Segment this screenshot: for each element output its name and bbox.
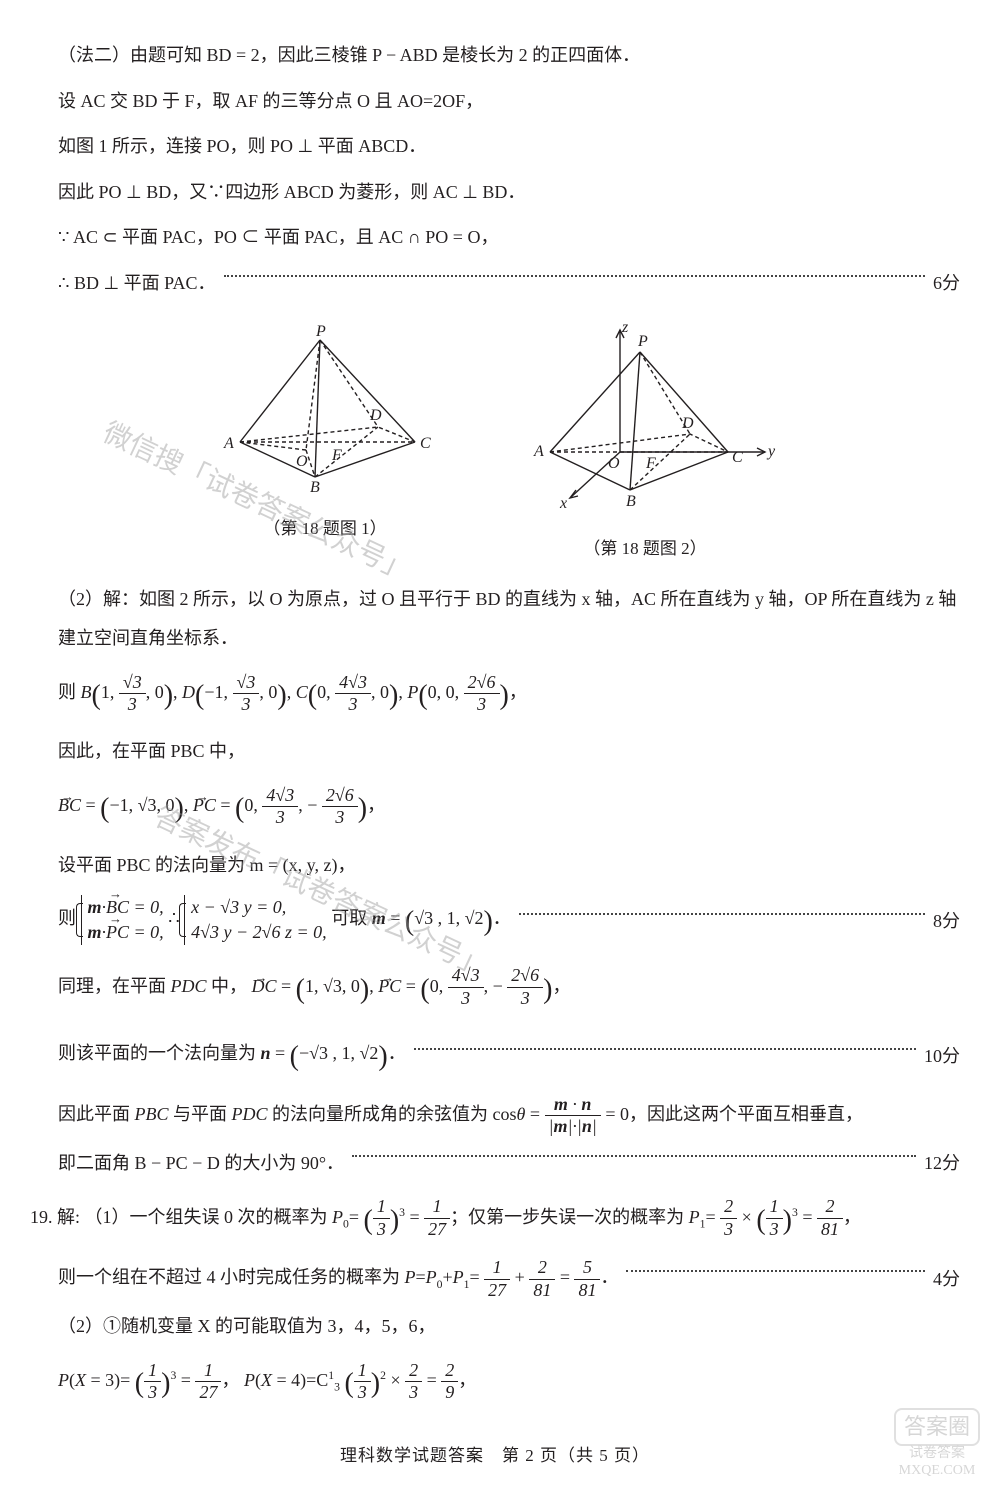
svg-text:B: B xyxy=(626,493,636,510)
svg-text:C: C xyxy=(420,435,431,452)
score-line-12: 即二面角 B − PC − D 的大小为 90°． 12分 xyxy=(30,1144,960,1184)
p12-score: 8分 xyxy=(933,902,960,942)
dot-leader xyxy=(626,1270,925,1272)
svg-text:D: D xyxy=(681,415,694,432)
p3: 如图 1 所示，连接 PO，则 PO ⊥ 平面 ABCD． xyxy=(30,127,960,167)
score-line-6: ∴ BD ⊥ 平面 PAC． 6分 xyxy=(30,264,960,304)
svg-text:B: B xyxy=(310,479,320,492)
p20: P(X = 3)= (13)3 = 127， P(X = 4)=C13 (13)… xyxy=(30,1353,960,1415)
fig1-caption: （第 18 题图 1） xyxy=(210,510,440,547)
svg-text:P: P xyxy=(637,333,648,350)
svg-text:x: x xyxy=(559,495,567,512)
p5: ∵ AC ⊂ 平面 PAC，PO ⊂ 平面 PAC，且 AC ∩ PO = O， xyxy=(30,218,960,258)
score-line-10: 则该平面的一个法向量为 n = (−√3 , 1, √2)． 10分 xyxy=(30,1026,960,1088)
score-line-4: 则一个组在不超过 4 小时完成任务的概率为 P=P0+P1= 127 + 281… xyxy=(30,1257,960,1301)
p7: （2）解：如图 2 所示，以 O 为原点，过 O 且平行于 BD 的直线为 x … xyxy=(30,580,960,659)
svg-text:z: z xyxy=(621,322,629,336)
svg-text:A: A xyxy=(533,443,544,460)
p6-score: 6分 xyxy=(933,264,960,304)
page: （法二）由题可知 BD = 2，因此三棱锥 P − ABD 是棱长为 2 的正四… xyxy=(0,0,1000,1504)
p18-score: 4分 xyxy=(933,1260,960,1300)
p9: 因此，在平面 PBC 中， xyxy=(30,732,960,772)
svg-text:D: D xyxy=(369,407,382,424)
p6-pre: ∴ BD ⊥ 平面 PAC． xyxy=(58,264,216,304)
score-line-8: 则 m·BC = 0, m·PC = 0, ∴ x − √3 y = 0, 4√… xyxy=(30,891,960,953)
dot-leader xyxy=(352,1155,916,1157)
dot-leader xyxy=(414,1048,916,1050)
fig2-caption: （第 18 题图 2） xyxy=(510,530,780,567)
p19: （2）①随机变量 X 的可能取值为 3，4，5，6， xyxy=(30,1307,960,1347)
p8: 则 B(1, √33, 0), D(−1, √33, 0), C(0, 4√33… xyxy=(30,665,960,727)
svg-text:O: O xyxy=(608,455,620,472)
figures-row: P A B C D O F （第 18 题图 1） xyxy=(30,322,960,568)
svg-text:F: F xyxy=(331,447,342,464)
p4: 因此 PO ⊥ BD，又∵四边形 ABCD 为菱形，则 AC ⊥ BD． xyxy=(30,173,960,213)
q19: 19. 解: （1）一个组失误 0 次的概率为 P0= (13)3 = 127；… xyxy=(30,1190,960,1252)
svg-text:C: C xyxy=(732,449,743,466)
svg-text:P: P xyxy=(315,323,326,340)
p16-pre: 即二面角 B − PC − D 的大小为 90°． xyxy=(58,1144,344,1184)
q19-label: 19. 解: xyxy=(30,1207,80,1227)
p12-pre: 则 m·BC = 0, m·PC = 0, ∴ x − √3 y = 0, 4√… xyxy=(58,891,511,953)
p14-score: 10分 xyxy=(924,1037,960,1077)
figure-2: z y x P A B C D O F （第 18 题图 2） xyxy=(510,322,780,568)
figure-1: P A B C D O F （第 18 题图 1） xyxy=(210,322,440,568)
fig1-svg: P A B C D O F xyxy=(210,322,440,492)
p10: BC = (−1, √3, 0), PC = (0, 4√33, − 2√63)… xyxy=(30,778,960,840)
p14-pre: 则该平面的一个法向量为 n = (−√3 , 1, √2)． xyxy=(58,1026,406,1088)
page-footer: 理科数学试题答案 第 2 页（共 5 页） xyxy=(30,1437,960,1474)
p1: （法二）由题可知 BD = 2，因此三棱锥 P − ABD 是棱长为 2 的正四… xyxy=(30,36,960,76)
svg-text:y: y xyxy=(766,443,776,460)
p16-score: 12分 xyxy=(924,1144,960,1184)
p13: 同理，在平面 PDC 中， DC = (1, √3, 0), PC = (0, … xyxy=(30,959,960,1021)
p11: 设平面 PBC 的法向量为 m = (x, y, z)， xyxy=(30,846,960,886)
dot-leader xyxy=(224,275,926,277)
p15: 因此平面 PBC 与平面 PDC 的法向量所成角的余弦值为 cosθ = m ·… xyxy=(30,1094,960,1138)
fig2-svg: z y x P A B C D O F xyxy=(510,322,780,512)
svg-text:F: F xyxy=(645,455,656,472)
svg-text:A: A xyxy=(223,435,234,452)
p18-pre: 则一个组在不超过 4 小时完成任务的概率为 P=P0+P1= 127 + 281… xyxy=(58,1257,618,1301)
svg-text:O: O xyxy=(296,453,308,470)
p2: 设 AC 交 BD 于 F，取 AF 的三等分点 O 且 AO=2OF， xyxy=(30,82,960,122)
dot-leader xyxy=(519,913,925,915)
